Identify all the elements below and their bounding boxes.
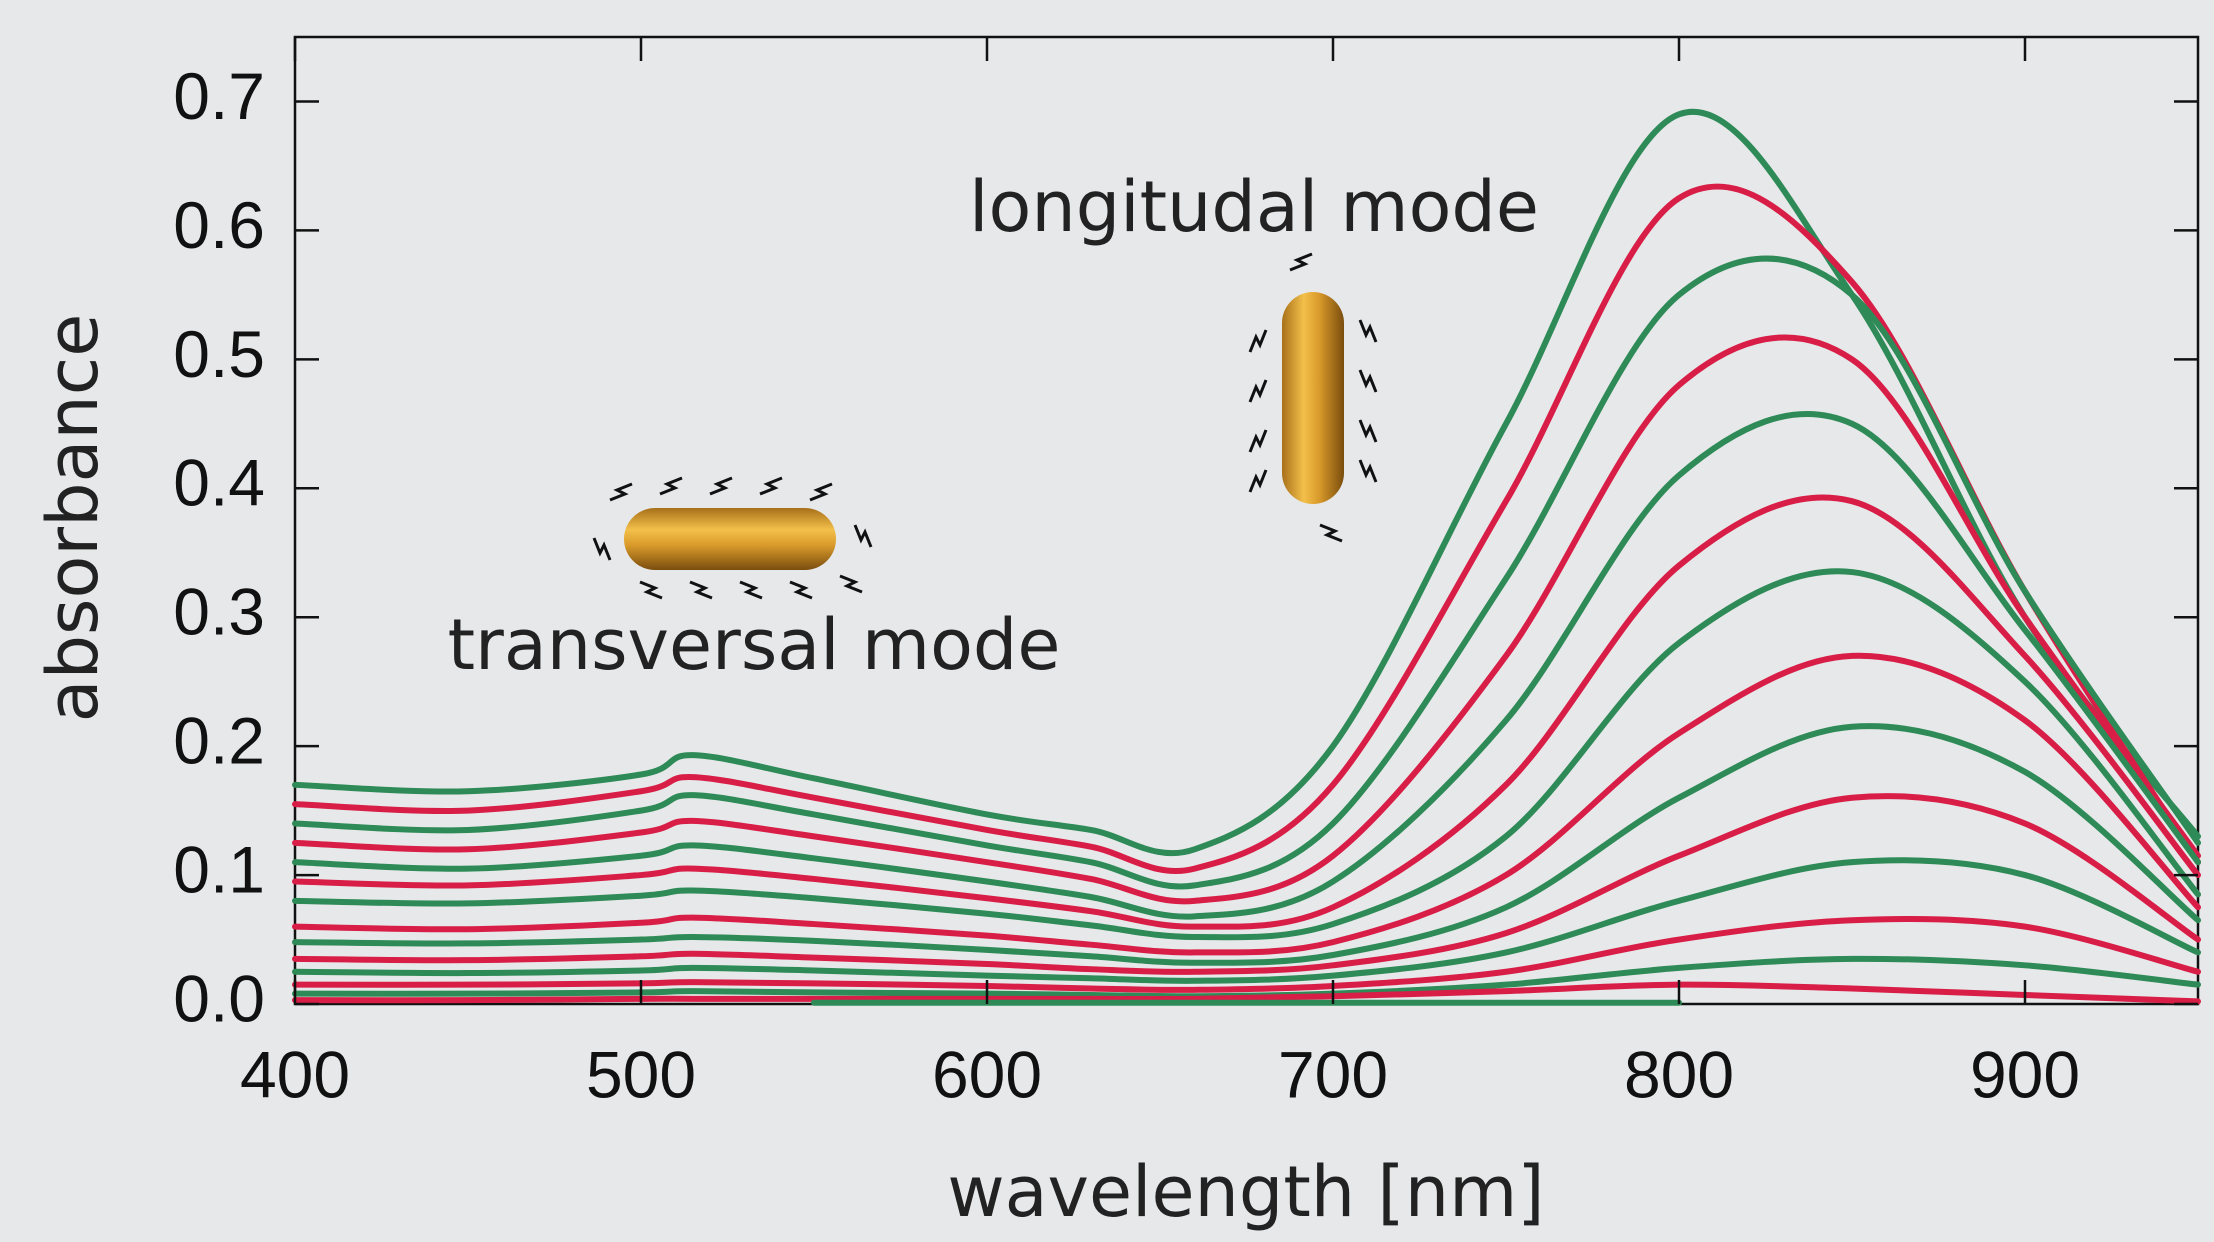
x-tick-label: 400: [240, 1037, 350, 1111]
y-tick-label: 0.7: [173, 59, 265, 133]
annotation: longitudal mode: [969, 166, 1539, 248]
transversal-rod: [594, 478, 871, 598]
longitudal-rod: [1250, 254, 1376, 541]
chart: longitudal mode transversal mode wavelen…: [0, 0, 2214, 1242]
y-tick-label: 0.0: [173, 961, 265, 1035]
y-tick-label: 0.2: [173, 704, 265, 778]
x-tick-label: 700: [1278, 1037, 1388, 1111]
x-tick-label: 900: [1970, 1037, 2080, 1111]
x-tick-label: 500: [586, 1037, 696, 1111]
x-tick-label: 600: [932, 1037, 1042, 1111]
y-tick-label: 0.3: [173, 575, 265, 649]
series-line: [295, 656, 2198, 953]
y-tick-label: 0.5: [173, 317, 265, 391]
y-tick-label: 0.4: [173, 446, 265, 520]
series-line: [295, 796, 2198, 972]
annotation: transversal mode: [448, 604, 1061, 686]
page: longitudal mode transversal mode wavelen…: [0, 0, 2214, 1242]
x-tick-label: 800: [1624, 1037, 1734, 1111]
y-tick-label: 0.1: [173, 833, 265, 907]
series-line: [295, 186, 2198, 871]
y-tick-label: 0.6: [173, 188, 265, 262]
series-line: [295, 259, 2198, 887]
x-axis-label: wavelength [nm]: [947, 1151, 1544, 1233]
y-axis-label: absorbance: [32, 314, 114, 723]
